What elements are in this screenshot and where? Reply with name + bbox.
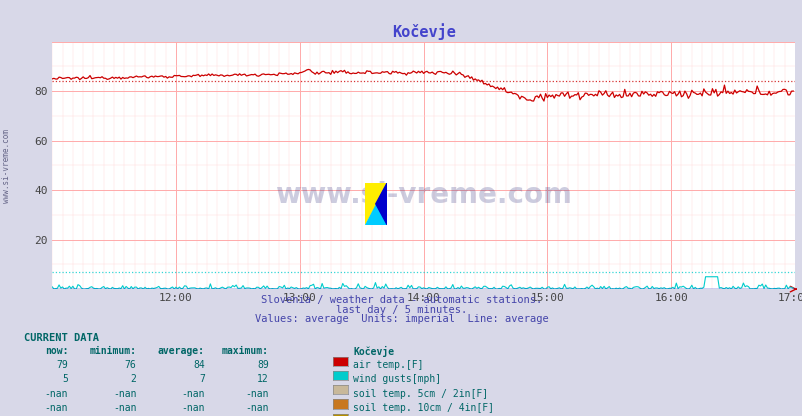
Text: minimum:: minimum: xyxy=(89,346,136,356)
Text: 2: 2 xyxy=(131,374,136,384)
Text: -nan: -nan xyxy=(245,403,269,413)
Title: Kočevje: Kočevje xyxy=(391,24,455,40)
Text: Values: average  Units: imperial  Line: average: Values: average Units: imperial Line: av… xyxy=(254,314,548,324)
Text: 12: 12 xyxy=(257,374,269,384)
Polygon shape xyxy=(375,183,387,225)
Text: air temp.[F]: air temp.[F] xyxy=(353,360,423,370)
Text: soil temp. 5cm / 2in[F]: soil temp. 5cm / 2in[F] xyxy=(353,389,488,399)
Text: 5: 5 xyxy=(63,374,68,384)
Text: -nan: -nan xyxy=(181,403,205,413)
Text: maximum:: maximum: xyxy=(221,346,269,356)
Text: -nan: -nan xyxy=(113,403,136,413)
Text: -nan: -nan xyxy=(45,403,68,413)
Text: CURRENT DATA: CURRENT DATA xyxy=(24,333,99,343)
Text: -nan: -nan xyxy=(113,389,136,399)
Text: last day / 5 minutes.: last day / 5 minutes. xyxy=(335,305,467,314)
Text: wind gusts[mph]: wind gusts[mph] xyxy=(353,374,441,384)
Text: 7: 7 xyxy=(199,374,205,384)
Text: 89: 89 xyxy=(257,360,269,370)
Text: 84: 84 xyxy=(192,360,205,370)
Polygon shape xyxy=(364,183,387,225)
Text: average:: average: xyxy=(157,346,205,356)
Text: 76: 76 xyxy=(124,360,136,370)
Text: -nan: -nan xyxy=(181,389,205,399)
Text: 79: 79 xyxy=(56,360,68,370)
Text: Kočevje: Kočevje xyxy=(353,346,394,357)
Text: www.si-vreme.com: www.si-vreme.com xyxy=(2,129,11,203)
Text: www.si-vreme.com: www.si-vreme.com xyxy=(275,181,571,209)
Text: -nan: -nan xyxy=(245,389,269,399)
Text: soil temp. 10cm / 4in[F]: soil temp. 10cm / 4in[F] xyxy=(353,403,494,413)
Text: Slovenia / weather data - automatic stations.: Slovenia / weather data - automatic stat… xyxy=(261,295,541,305)
Text: -nan: -nan xyxy=(45,389,68,399)
Polygon shape xyxy=(364,183,387,225)
Text: now:: now: xyxy=(45,346,68,356)
